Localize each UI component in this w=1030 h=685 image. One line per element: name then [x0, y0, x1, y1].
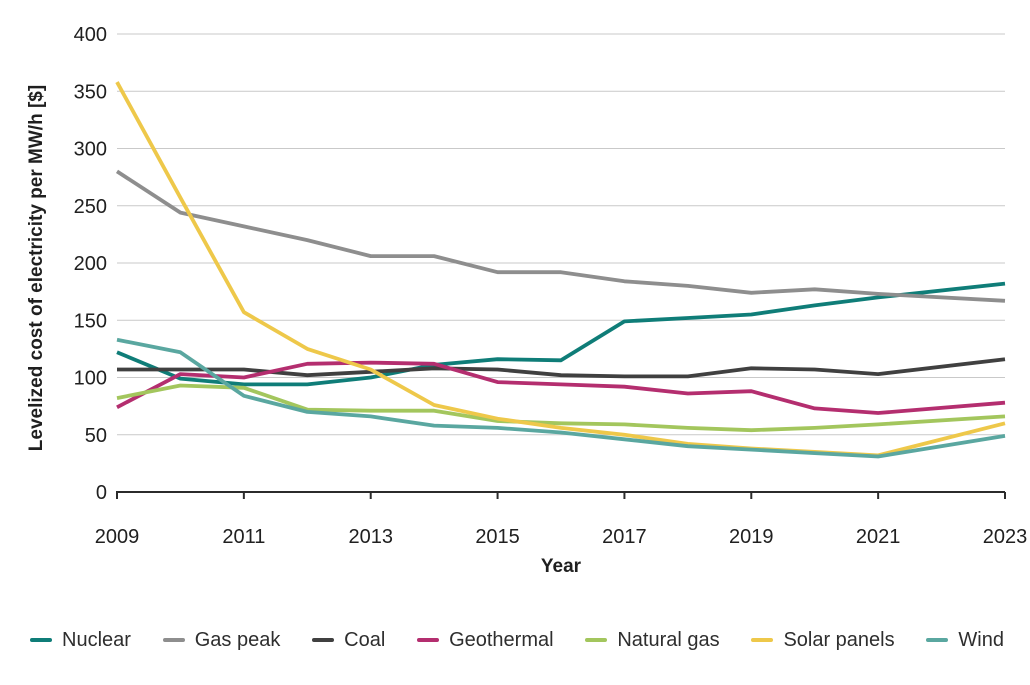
legend-label-coal: Coal: [344, 628, 386, 651]
y-tick-label-350: 350: [74, 81, 107, 103]
legend-label-nuclear: Nuclear: [62, 628, 131, 651]
y-tick-label-100: 100: [74, 368, 107, 390]
x-tick-label-2013: 2013: [348, 526, 393, 548]
x-tick-label-2015: 2015: [475, 526, 520, 548]
x-tick-label-2021: 2021: [856, 526, 901, 548]
x-tick-label-2019: 2019: [729, 526, 774, 548]
legend-label-natural-gas: Natural gas: [617, 628, 720, 651]
x-tick-label-2017: 2017: [602, 526, 647, 548]
legend-label-wind: Wind: [958, 628, 1004, 651]
y-tick-label-200: 200: [74, 253, 107, 275]
legend-item-gas-peak: Gas peak: [162, 628, 281, 652]
series-line-coal: [117, 357, 1006, 379]
legend-swatch-solar-panels: [751, 638, 774, 642]
legend-item-geothermal: Geothermal: [417, 629, 554, 652]
series-line-solar-panels: [115, 81, 1006, 458]
legend-swatch-nuclear: [30, 638, 52, 642]
y-tick-label-250: 250: [74, 196, 107, 218]
legend-swatch-gas-peak: [162, 638, 185, 642]
series-line-gas-peak: [115, 169, 1006, 303]
y-tick-label-300: 300: [74, 139, 107, 161]
legend-label-geothermal: Geothermal: [449, 628, 554, 651]
legend-swatch-coal: [312, 638, 335, 642]
chart-area: 0 50 100 150 200 250 300 350 400 2009 2011 2013 2015…: [26, 24, 1028, 577]
x-axis-title: Year: [540, 556, 582, 577]
legend-label-gas-peak: Gas peak: [194, 628, 281, 651]
chart-legend: Nuclear Gas peak Coal Geothermal Natural gas…: [0, 620, 1030, 660]
legend-item-nuclear: Nuclear: [30, 629, 131, 652]
y-tick-label-400: 400: [74, 24, 107, 46]
legend-item-solar-panels: Solar panels: [751, 628, 895, 652]
legend-item-natural-gas: Natural gas: [585, 628, 720, 652]
legend-swatch-wind: [926, 638, 949, 642]
legend-item-wind: Wind: [926, 629, 1004, 652]
line-chart-canvas: 0 50 100 150 200 250 300 350 400 2009 2011 2013 2015…: [74, 24, 1028, 548]
series-line-nuclear: [116, 281, 1006, 387]
legend-swatch-natural-gas: [585, 638, 608, 642]
y-axis-title: Levelized cost of electricity per MW/h […: [26, 84, 47, 452]
y-tick-label-50: 50: [85, 425, 107, 447]
y-tick-label-0: 0: [96, 482, 107, 504]
legend-label-solar-panels: Solar panels: [783, 628, 895, 651]
series-line-wind: [116, 337, 1006, 459]
series-line-natural-gas: [116, 383, 1006, 433]
y-tick-label-150: 150: [74, 310, 107, 332]
legend-swatch-geothermal: [417, 638, 440, 642]
series-line-geothermal: [116, 360, 1006, 415]
x-tick-label-2009: 2009: [95, 526, 140, 548]
legend-item-coal: Coal: [312, 629, 385, 652]
x-tick-label-2023: 2023: [983, 526, 1028, 548]
x-tick-label-2011: 2011: [222, 526, 265, 548]
